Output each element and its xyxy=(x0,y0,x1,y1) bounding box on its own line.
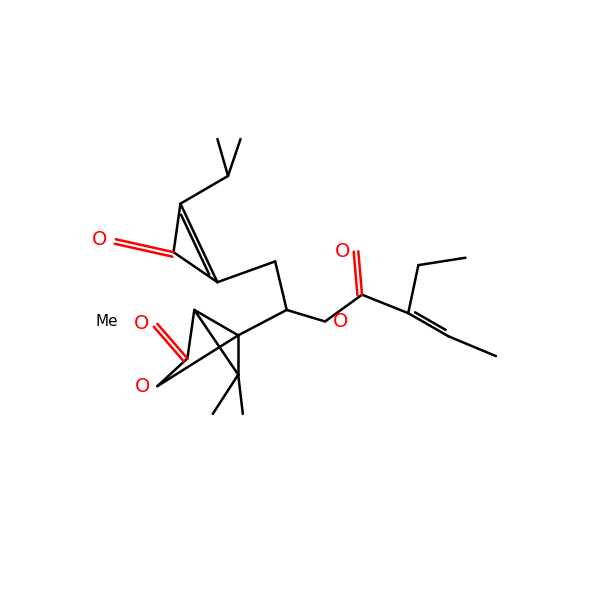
Text: O: O xyxy=(135,377,151,395)
Text: O: O xyxy=(335,242,350,261)
Text: Me: Me xyxy=(95,314,118,329)
Text: O: O xyxy=(92,230,107,249)
Text: O: O xyxy=(134,314,149,333)
Text: O: O xyxy=(334,312,349,331)
